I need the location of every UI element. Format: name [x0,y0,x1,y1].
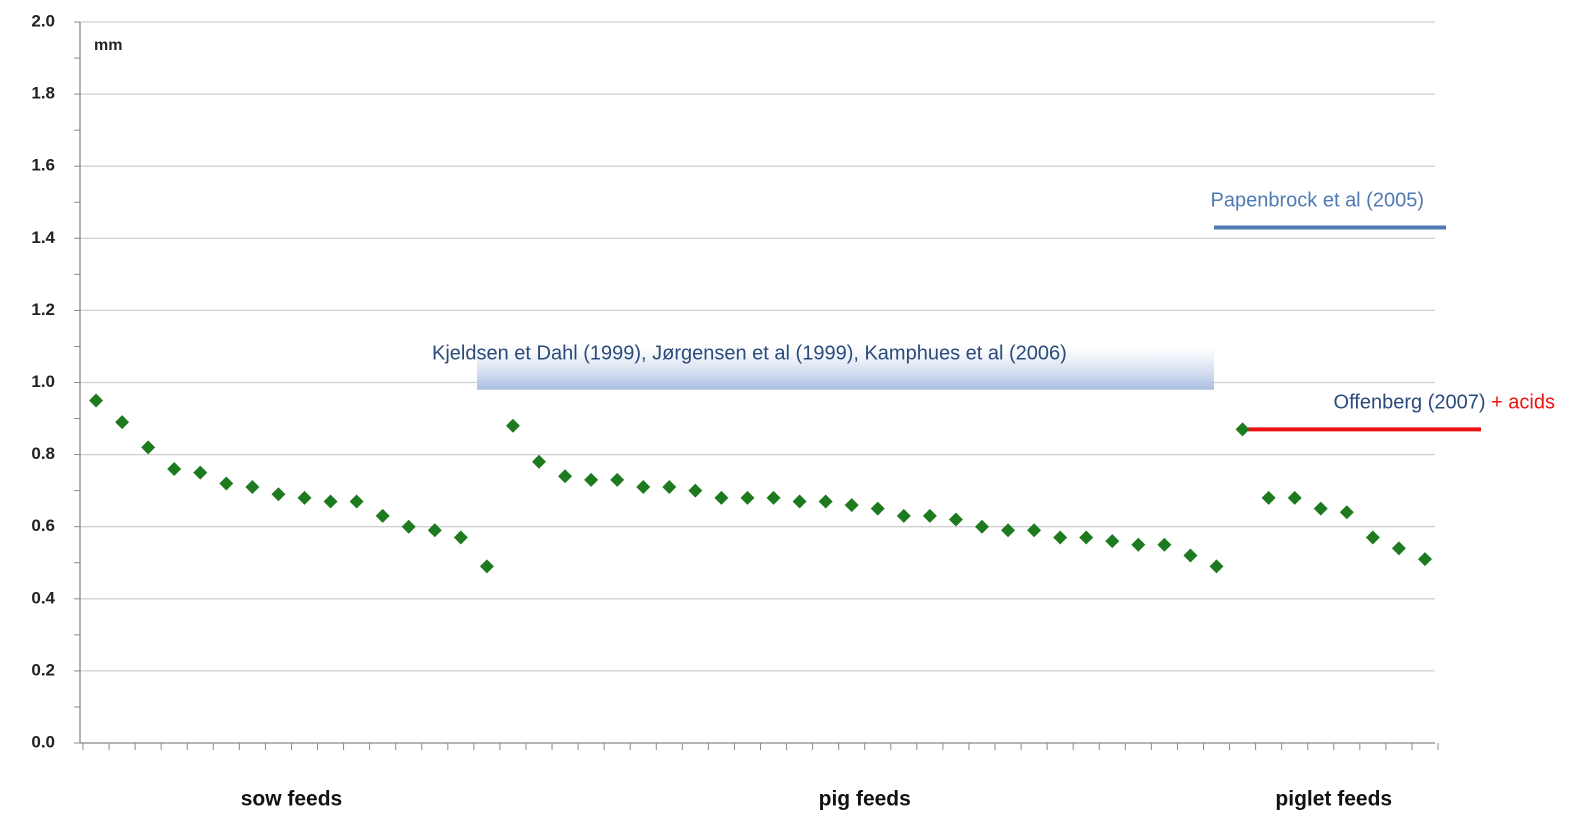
point [1053,530,1068,545]
point [401,519,416,534]
y-tick-label: 0.6 [31,516,55,535]
y-tick-label: 1.2 [31,300,55,319]
group-label: sow feeds [241,788,343,811]
y-tick-label: 1.0 [31,372,55,391]
point [115,415,130,430]
reference-label-text: Papenbrock et al (2005) [1211,190,1424,212]
point [219,476,234,491]
point [1235,422,1250,437]
point [1339,505,1354,520]
point [896,508,911,523]
point [974,519,989,534]
point [1183,548,1198,563]
point [922,508,937,523]
y-tick-label: 0.4 [31,588,55,607]
point [349,494,364,509]
point [818,494,833,509]
point [1287,490,1302,505]
y-tick-label: 1.4 [31,228,55,247]
point [1001,523,1016,538]
point [688,483,703,498]
point [792,494,807,509]
point [740,490,755,505]
point [636,480,651,495]
point [1131,537,1146,552]
point [1157,537,1172,552]
point [323,494,338,509]
reference-label-extra: + acids [1491,392,1555,414]
reference-label-text: Offenberg (2007) [1334,392,1486,414]
y-tick-label: 0.2 [31,660,55,679]
unit-label: mm [94,37,122,54]
point [870,501,885,516]
y-tick-label: 0.8 [31,444,55,463]
point [1261,490,1276,505]
point [1313,501,1328,516]
point [89,393,104,408]
y-tick-label: 1.6 [31,156,55,175]
point [610,472,625,487]
point [1079,530,1094,545]
band-label: Kjeldsen et Dahl (1999), Jørgensen et al… [432,343,1067,365]
point [1027,523,1042,538]
point [1365,530,1380,545]
point [271,487,286,502]
point [844,498,859,513]
group-label: piglet feeds [1275,788,1392,811]
point [558,469,573,484]
point [193,465,208,480]
point [532,454,547,469]
reference-label: Papenbrock et al (2005) [1211,190,1424,212]
point [584,472,599,487]
point [1209,559,1224,574]
point [1105,534,1120,549]
point [245,480,260,495]
reference-band [477,346,1214,390]
point [375,508,390,523]
point [479,559,494,574]
group-label: pig feeds [819,788,911,811]
point [427,523,442,538]
point [297,490,312,505]
point [167,462,182,477]
reference-label: Offenberg (2007) + acids [1334,392,1555,414]
point [141,440,156,455]
point [453,530,468,545]
point [948,512,963,527]
point [1417,552,1432,567]
point [766,490,781,505]
point [714,490,729,505]
point [1391,541,1406,556]
point [505,418,520,433]
y-tick-label: 0.0 [31,732,55,751]
y-tick-label: 2.0 [31,11,55,30]
point [662,480,677,495]
y-tick-label: 1.8 [31,84,55,103]
